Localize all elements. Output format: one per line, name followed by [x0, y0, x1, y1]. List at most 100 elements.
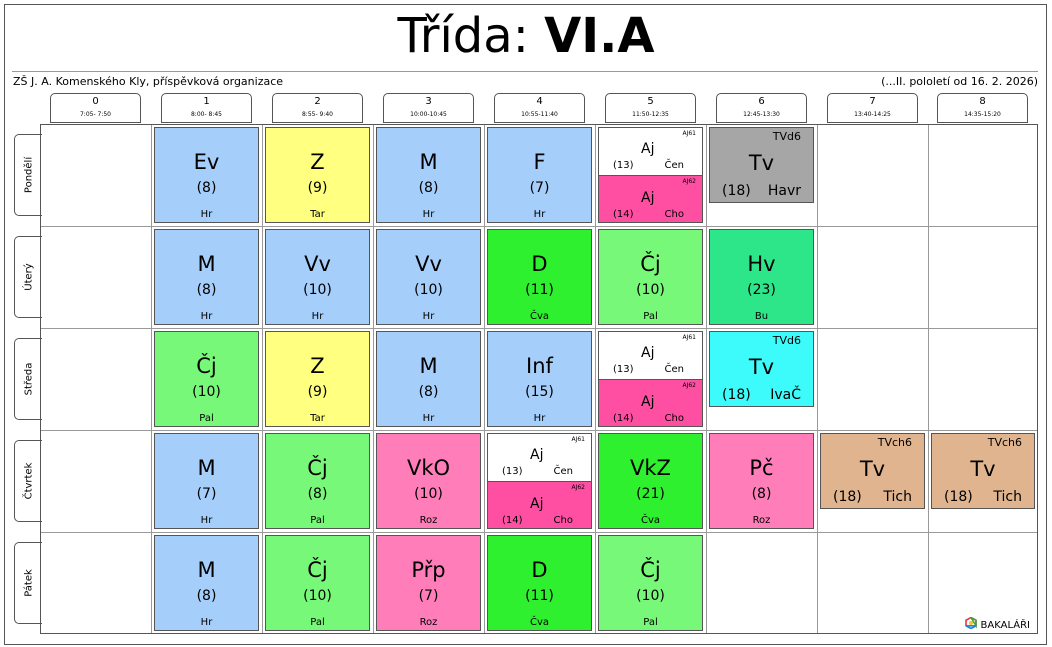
class-name: VI.A	[544, 8, 655, 64]
room: (14)	[613, 413, 634, 424]
teacher: Roz	[752, 515, 771, 526]
lesson-cell[interactable]: M (8) Hr	[376, 127, 481, 223]
lesson-cell[interactable]: TVd6 Tv (18) IvaČ	[709, 331, 814, 407]
lesson-cell[interactable]: Čj (8) Pal	[265, 433, 370, 529]
room: (11)	[525, 282, 554, 298]
room: (18)	[722, 387, 751, 403]
lesson-cell[interactable]: Z (9) Tar	[265, 127, 370, 223]
lesson-cell[interactable]: M (8) Hr	[154, 535, 259, 631]
subject: Aj	[641, 394, 655, 410]
teacher: Čva	[529, 311, 550, 322]
subject: Aj	[641, 190, 655, 206]
teacher: Čen	[553, 466, 573, 477]
period-header-3: 3 10:00-10:45	[383, 93, 474, 123]
period-time: 10:55-11:40	[521, 111, 558, 118]
teacher: Roz	[419, 515, 438, 526]
subject: Čj	[307, 558, 328, 582]
lesson-cell[interactable]: AJ61 Aj (13) Čen AJ62 Aj (14) Cho	[598, 331, 703, 427]
lesson-cell[interactable]: Inf (15) Hr	[487, 331, 592, 427]
group-code: TVd6	[772, 130, 801, 143]
group-lesson[interactable]: AJ61 Aj (13) Čen	[488, 434, 591, 481]
lesson-cell[interactable]: Čj (10) Pal	[598, 535, 703, 631]
group-code: AJ62	[682, 382, 696, 389]
lesson-cell[interactable]: D (11) Čva	[487, 229, 592, 325]
lesson-cell[interactable]: Vv (10) Hr	[376, 229, 481, 325]
subject: Ev	[193, 150, 220, 174]
room: (13)	[613, 160, 634, 171]
period-number: 0	[92, 96, 99, 107]
subject: Hv	[747, 252, 776, 276]
subject: Čj	[640, 252, 661, 276]
teacher: Pal	[199, 413, 214, 424]
room: (10)	[636, 282, 665, 298]
lesson-cell[interactable]: AJ61 Aj (13) Čen AJ62 Aj (14) Cho	[598, 127, 703, 223]
lesson-cell[interactable]: Čj (10) Pal	[154, 331, 259, 427]
room: (8)	[307, 486, 328, 502]
lesson-cell[interactable]: D (11) Čva	[487, 535, 592, 631]
period-number: 6	[758, 96, 765, 107]
teacher: Pal	[643, 311, 658, 322]
group-code: AJ62	[571, 484, 585, 491]
lesson-cell[interactable]: Vv (10) Hr	[265, 229, 370, 325]
group-code: AJ62	[682, 178, 696, 185]
day-label-4: Pátek	[14, 542, 42, 624]
period-time: 13:40-14:25	[854, 111, 891, 118]
room: (10)	[636, 588, 665, 604]
lesson-cell[interactable]: Ev (8) Hr	[154, 127, 259, 223]
lesson-cell[interactable]: M (8) Hr	[376, 331, 481, 427]
group-lesson[interactable]: AJ61 Aj (13) Čen	[599, 332, 702, 379]
lesson-cell[interactable]: F (7) Hr	[487, 127, 592, 223]
subject: Tv	[859, 457, 886, 481]
period-time: 7:05- 7:50	[79, 111, 112, 118]
subject: M	[197, 456, 216, 480]
lesson-cell[interactable]: TVch6 Tv (18) Tich	[931, 433, 1035, 509]
period-header-6: 6 12:45-13:30	[716, 93, 807, 123]
grid-row-line	[41, 226, 1037, 227]
period-time: 11:50-12:35	[632, 111, 669, 118]
teacher: Hr	[200, 515, 213, 526]
subject: Čj	[640, 558, 661, 582]
lesson-cell[interactable]: Hv (23) Bu	[709, 229, 814, 325]
lesson-cell[interactable]: M (8) Hr	[154, 229, 259, 325]
room: (15)	[525, 384, 554, 400]
lesson-cell[interactable]: Pč (8) Roz	[709, 433, 814, 529]
teacher: Pal	[310, 617, 325, 628]
group-lesson[interactable]: AJ62 Aj (14) Cho	[488, 481, 591, 528]
lesson-cell[interactable]: VkO (10) Roz	[376, 433, 481, 529]
subject: Čj	[307, 456, 328, 480]
lesson-cell[interactable]: Přp (7) Roz	[376, 535, 481, 631]
room: (10)	[303, 588, 332, 604]
period-header-1: 1 8:00- 8:45	[161, 93, 252, 123]
lesson-cell[interactable]: M (7) Hr	[154, 433, 259, 529]
room: (13)	[613, 364, 634, 375]
group-lesson[interactable]: AJ62 Aj (14) Cho	[599, 175, 702, 222]
lesson-cell[interactable]: TVd6 Tv (18) Havr	[709, 127, 814, 203]
room: (8)	[196, 282, 217, 298]
grid-row-line	[41, 328, 1037, 329]
room: (7)	[196, 486, 217, 502]
school-name: ZŠ J. A. Komenského Kly, příspěvková org…	[13, 75, 284, 88]
brand-name: BAKALÁŘI	[980, 620, 1030, 631]
lesson-cell[interactable]: AJ61 Aj (13) Čen AJ62 Aj (14) Cho	[487, 433, 592, 529]
teacher: Hr	[422, 413, 435, 424]
room: (7)	[529, 180, 550, 196]
teacher: IvaČ	[770, 387, 801, 403]
period-header-0: 0 7:05- 7:50	[50, 93, 141, 123]
period-header-5: 5 11:50-12:35	[605, 93, 696, 123]
lesson-cell[interactable]: VkZ (21) Čva	[598, 433, 703, 529]
lesson-cell[interactable]: TVch6 Tv (18) Tich	[820, 433, 925, 509]
period-header-8: 8 14:35-15:20	[937, 93, 1028, 123]
teacher: Havr	[767, 183, 801, 199]
lesson-cell[interactable]: Čj (10) Pal	[598, 229, 703, 325]
lesson-cell[interactable]: Z (9) Tar	[265, 331, 370, 427]
group-lesson[interactable]: AJ62 Aj (14) Cho	[599, 379, 702, 426]
group-code: AJ61	[682, 334, 696, 341]
subject: M	[197, 252, 216, 276]
room: (8)	[751, 486, 772, 502]
group-code: TVd6	[772, 334, 801, 347]
group-lesson[interactable]: AJ61 Aj (13) Čen	[599, 128, 702, 175]
group-code: TVch6	[987, 436, 1022, 449]
group-code: AJ61	[571, 436, 585, 443]
lesson-cell[interactable]: Čj (10) Pal	[265, 535, 370, 631]
room: (18)	[944, 489, 973, 505]
